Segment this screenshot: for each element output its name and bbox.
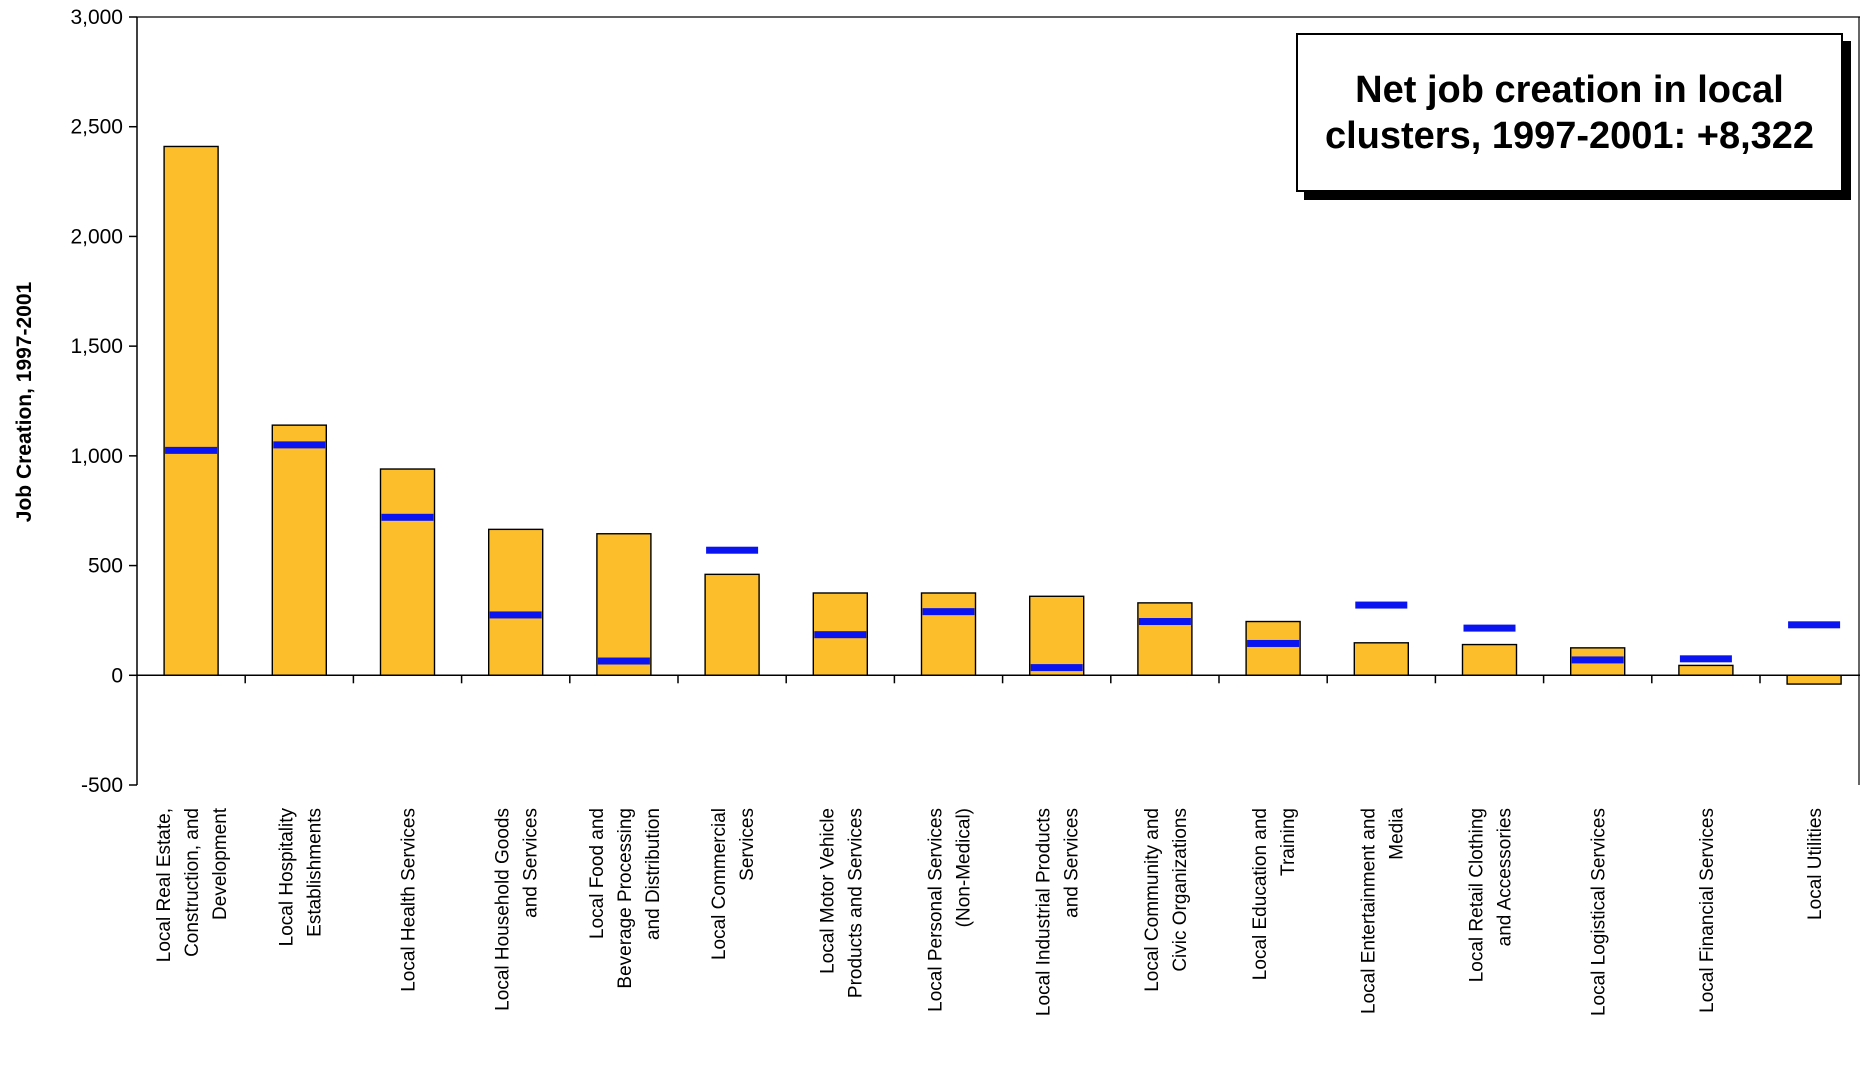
bar: [1786, 674, 1842, 685]
category-label: Local Education and Training: [1250, 808, 1299, 980]
bar: [379, 468, 436, 676]
category-label-line: Training: [1278, 808, 1299, 876]
category-label-line: Local Commercial: [709, 808, 730, 960]
marker: [814, 631, 867, 639]
category-label-line: Local Motor Vehicle: [817, 808, 838, 974]
y-tick-labels: -500 0 500 1,000 1,500 2,000 2,500 3,000: [70, 6, 123, 797]
marker: [1030, 664, 1083, 672]
category-label: Local Retail Clothing and Accessories: [1467, 808, 1516, 982]
y-tick-label: 2,000: [70, 225, 123, 248]
bar: [1461, 643, 1518, 676]
category-label-line: Local Financial Services: [1697, 808, 1718, 1013]
category-label-line: Local Real Estate,: [154, 808, 175, 962]
category-label-line: Local Retail Clothing: [1467, 808, 1488, 982]
bar: [596, 533, 652, 676]
category-label: Local Real Estate, Construction, and Devel…: [154, 807, 231, 962]
y-tick-label: 1,500: [70, 335, 123, 358]
category-label-line: Local Entertainment and: [1358, 808, 1379, 1014]
bar: [1028, 595, 1085, 676]
category-label: Local Motor Vehicle Products and Services: [817, 808, 866, 998]
category-label-line: Media: [1386, 808, 1407, 860]
bars-group: [163, 145, 1842, 685]
y-tick-label: -500: [81, 774, 123, 797]
category-label-line: Local Industrial Products: [1034, 808, 1055, 1016]
marker: [597, 657, 650, 665]
category-label-line: Local Community and: [1142, 808, 1163, 992]
marker: [381, 513, 434, 521]
category-label: Local Commercial Services: [709, 808, 758, 960]
category-label: Local Financial Services: [1697, 808, 1718, 1013]
category-label-line: Local Logistical Services: [1589, 808, 1610, 1016]
category-label-line: Services: [737, 808, 758, 881]
category-label-line: Development: [210, 807, 231, 920]
category-label: Local Hospitality Establishments: [276, 808, 325, 947]
bar: [1353, 642, 1410, 676]
category-label-line: Local Household Goods: [493, 808, 514, 1011]
marker: [1247, 639, 1300, 647]
y-tick-label: 0: [111, 664, 123, 687]
category-label-line: and Services: [1062, 808, 1083, 918]
category-labels: Local Real Estate, Construction, and Devel…: [154, 807, 1826, 1016]
marker: [1355, 601, 1408, 609]
bar: [271, 424, 327, 676]
category-label: Local Personal Services (Non-Medical): [926, 808, 975, 1012]
category-label: Local Household Goods and Services: [493, 808, 542, 1011]
bar: [163, 145, 219, 676]
category-label-line: Establishments: [304, 808, 325, 937]
marker: [922, 608, 975, 616]
y-axis-label: Job Creation, 1997-2001: [13, 281, 36, 522]
bar: [704, 573, 760, 676]
bar: [1137, 602, 1193, 676]
category-label-line: Local Utilities: [1805, 808, 1826, 920]
net-job-creation-annotation: Net job creation in local clusters, 1997…: [1296, 33, 1843, 192]
marker: [165, 446, 218, 454]
category-label: Local Industrial Products and Services: [1034, 808, 1083, 1016]
category-label-line: Construction, and: [182, 808, 203, 957]
category-label-line: Products and Services: [845, 808, 866, 998]
y-tick-label: 2,500: [70, 116, 123, 139]
marker: [1138, 618, 1191, 626]
category-label: Local Community and Civic Organizations: [1142, 808, 1191, 992]
category-label: Local Food and Beverage Processing and Dis…: [587, 808, 664, 989]
category-label-line: Local Hospitality: [276, 808, 297, 947]
y-tick-label: 3,000: [70, 6, 123, 29]
marker: [489, 611, 542, 619]
category-label: Local Utilities: [1805, 808, 1826, 920]
bar: [1245, 620, 1301, 676]
marker: [1571, 656, 1624, 664]
marker: [1788, 621, 1841, 629]
bar: [1678, 664, 1734, 676]
category-label-line: and Accessories: [1495, 808, 1516, 946]
marker: [1679, 655, 1732, 663]
bar: [920, 592, 977, 676]
category-label-line: Local Personal Services: [926, 808, 947, 1012]
category-label: Local Entertainment and Media: [1358, 808, 1407, 1014]
axes-group: [129, 16, 1860, 786]
category-label-line: Local Health Services: [399, 808, 420, 992]
marker: [1463, 624, 1516, 632]
category-label-line: Civic Organizations: [1170, 808, 1191, 972]
marker: [273, 441, 326, 449]
category-label-line: Local Food and: [587, 808, 608, 939]
category-label-line: and Services: [521, 808, 542, 918]
markers-group: [165, 441, 1841, 672]
y-tick-label: 500: [88, 555, 123, 578]
category-label: Local Health Services: [399, 808, 420, 992]
category-label-line: (Non-Medical): [954, 808, 975, 927]
category-label: Local Logistical Services: [1589, 808, 1610, 1016]
category-label-line: Local Education and: [1250, 808, 1271, 980]
category-label-line: and Distribution: [643, 808, 664, 940]
bar: [488, 528, 544, 676]
y-tick-label: 1,000: [70, 445, 123, 468]
marker: [706, 546, 759, 554]
category-label-line: Beverage Processing: [615, 808, 636, 989]
